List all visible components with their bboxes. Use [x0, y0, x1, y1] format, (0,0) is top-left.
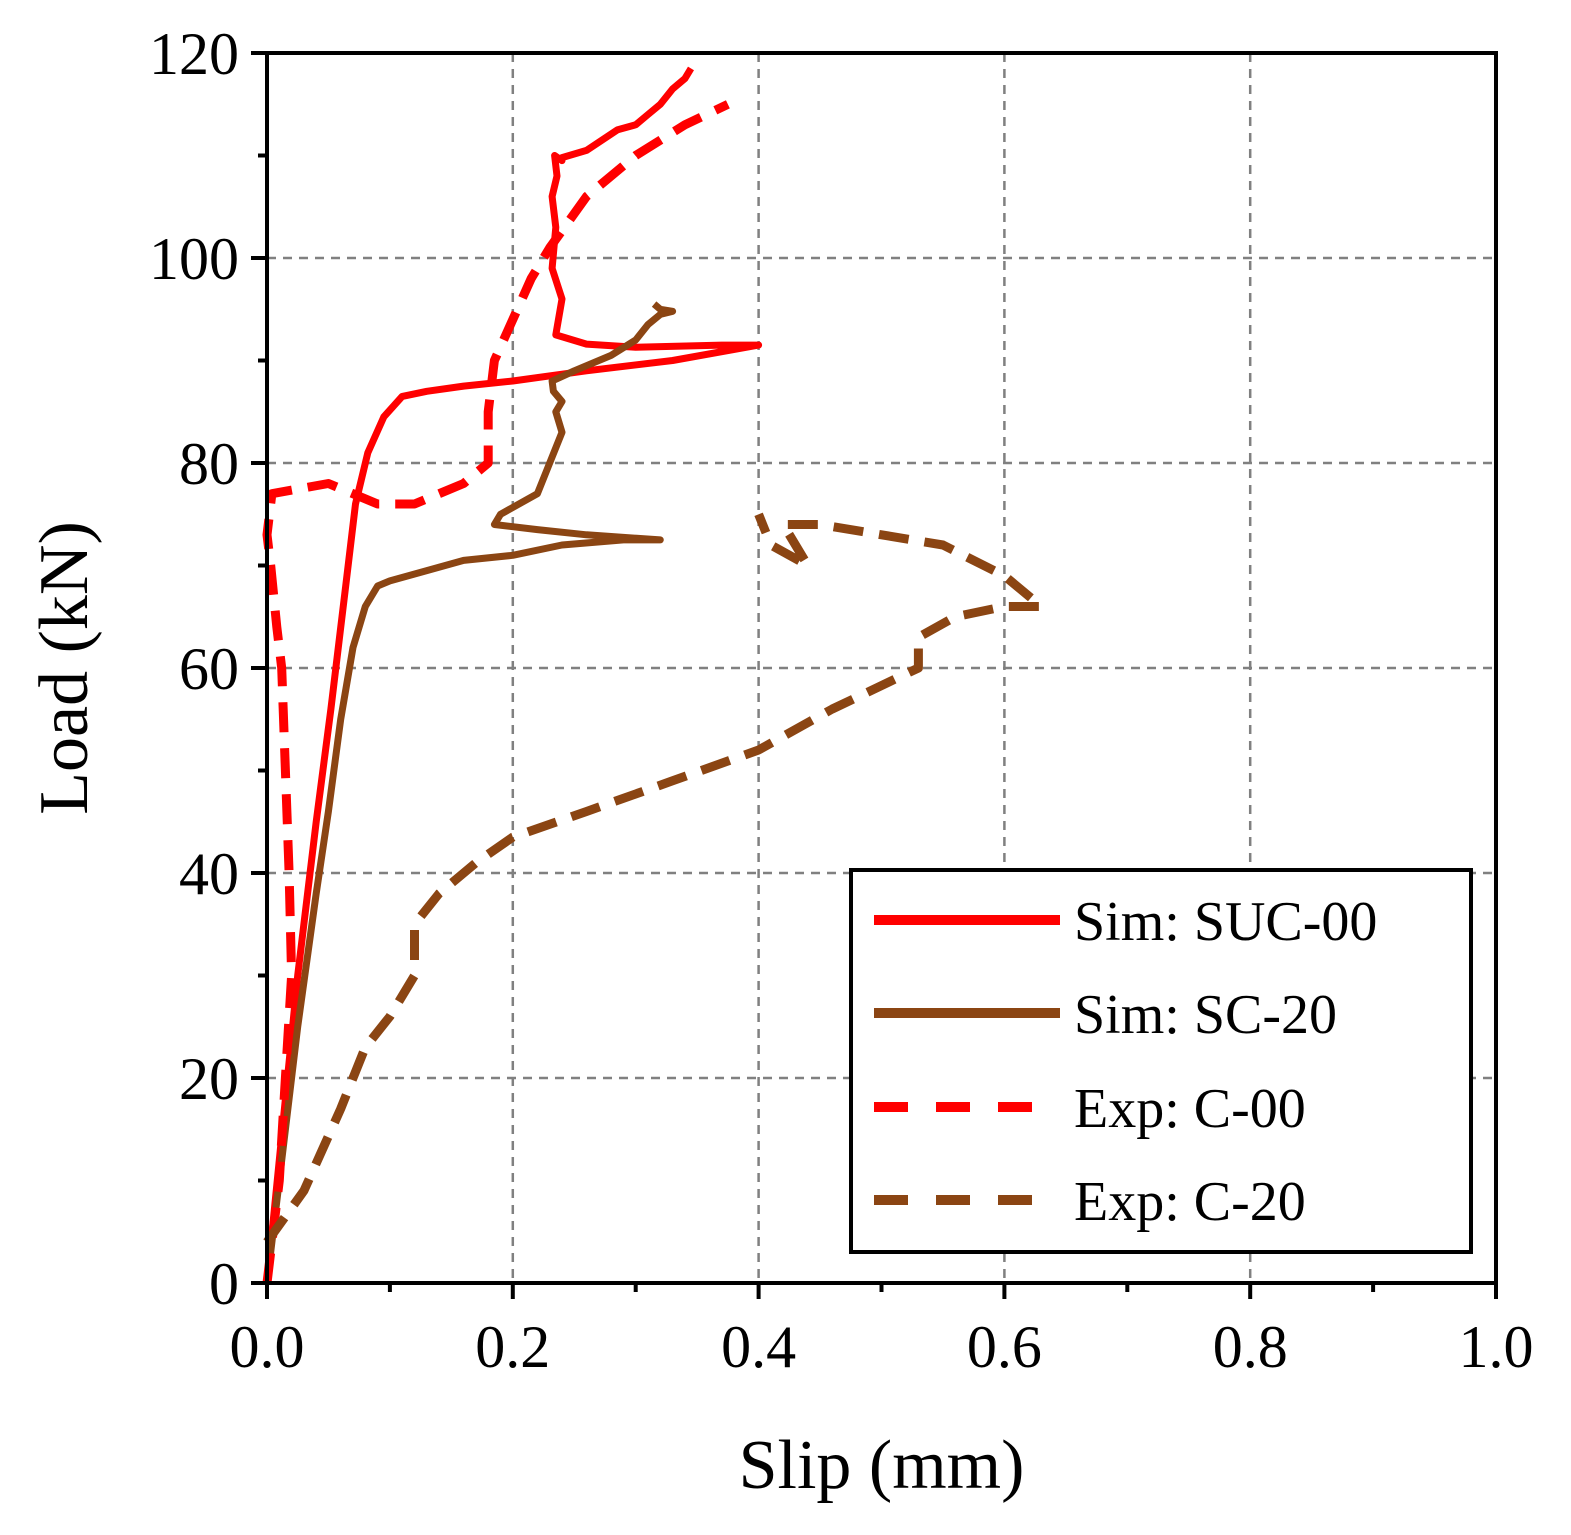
y-tick-label-2: 40 [179, 841, 239, 907]
legend-label-exp-c-00: Exp: C-00 [1074, 1078, 1306, 1140]
x-tick-label-4: 0.8 [1213, 1314, 1288, 1380]
y-tick-label-0: 0 [209, 1251, 239, 1317]
axis-ticks [251, 51, 1498, 1299]
x-tick-label-5: 1.0 [1459, 1314, 1534, 1380]
x-tick-label-3: 0.6 [967, 1314, 1042, 1380]
x-tick-label-1: 0.2 [475, 1314, 550, 1380]
y-tick-label-5: 100 [149, 226, 239, 292]
y-tick-label-3: 60 [179, 636, 239, 702]
legend-label-sim-suc-00: Sim: SUC-00 [1074, 891, 1377, 953]
y-tick-label-6: 120 [149, 21, 239, 87]
tick-labels: 0.0 0.2 0.4 0.6 0.8 1.0 0 20 40 60 80 100 120 [149, 21, 1534, 1380]
series-group [262, 66, 1046, 1284]
legend-label-exp-c-20: Exp: C-20 [1074, 1171, 1306, 1233]
legend-box [849, 868, 1473, 1254]
legend-label-sim-sc-20: Sim: SC-20 [1074, 984, 1337, 1046]
series-exp-c-00 [262, 100, 730, 1284]
x-axis-title: Slip (mm) [739, 1427, 1025, 1504]
series-exp-c-20 [263, 512, 1046, 1245]
y-tick-label-1: 20 [179, 1046, 239, 1112]
series-sim-suc-00 [263, 66, 763, 1284]
x-tick-label-2: 0.4 [721, 1314, 796, 1380]
y-tick-label-4: 80 [179, 431, 239, 497]
x-tick-label-0: 0.0 [230, 1314, 305, 1380]
y-axis-title: Load (kN) [26, 521, 103, 815]
series-sim-sc-20 [263, 301, 677, 1284]
legend: Sim: SUC-00 Sim: SC-20 Exp: C-00 Exp: C-… [849, 868, 1473, 1254]
